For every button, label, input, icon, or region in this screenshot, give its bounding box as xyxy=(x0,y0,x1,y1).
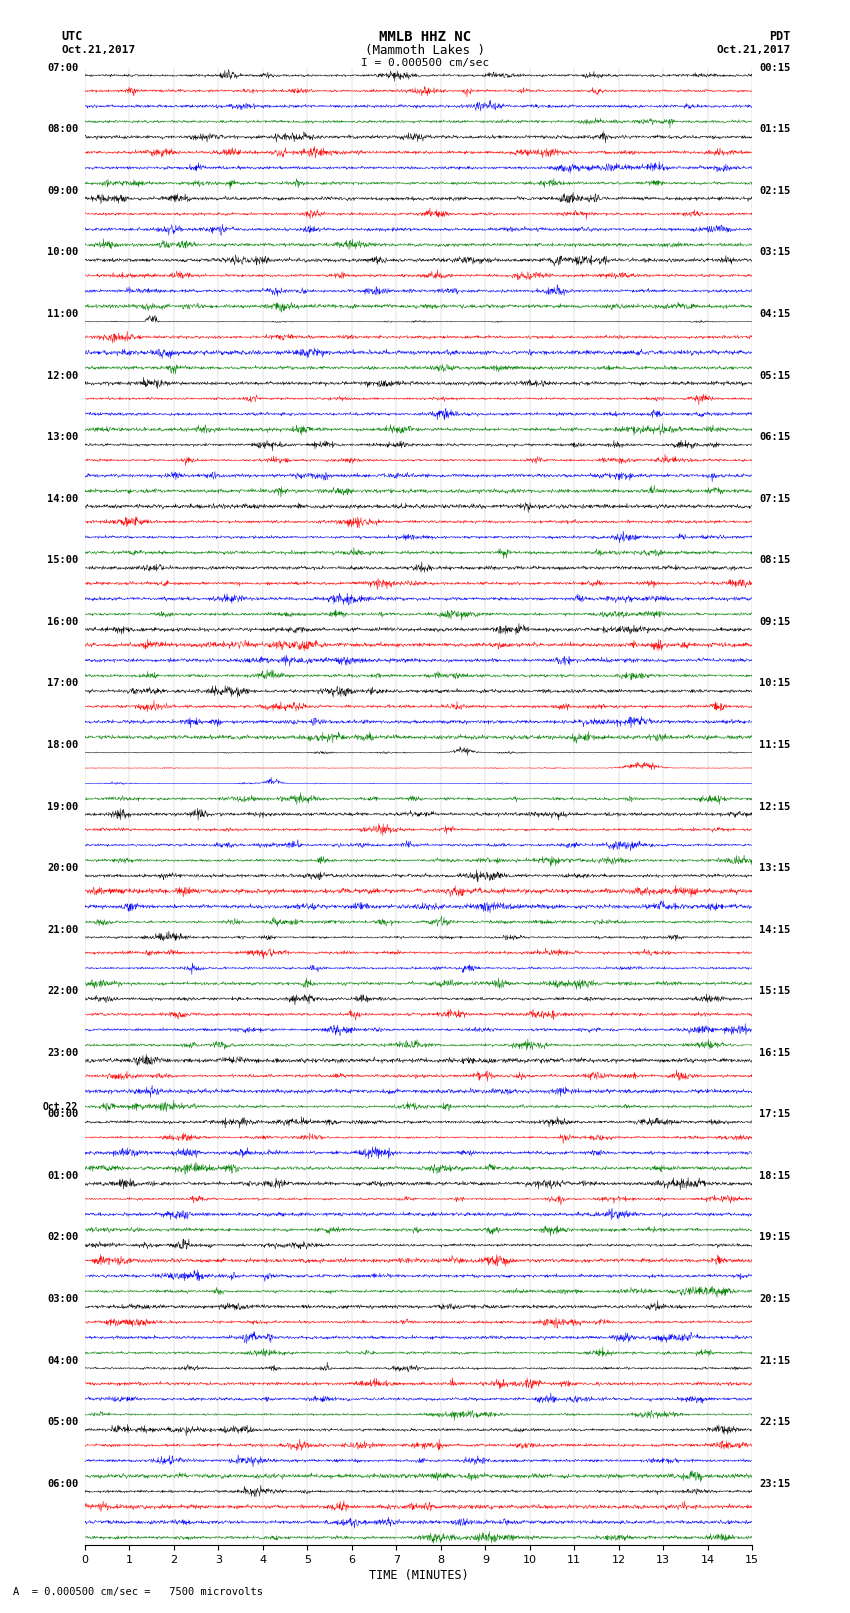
Text: Oct.22: Oct.22 xyxy=(43,1102,78,1111)
Text: 23:00: 23:00 xyxy=(47,1048,78,1058)
Text: 12:15: 12:15 xyxy=(759,802,791,811)
Text: Oct.21,2017: Oct.21,2017 xyxy=(61,45,135,55)
Text: UTC: UTC xyxy=(61,31,82,44)
Text: Oct.21,2017: Oct.21,2017 xyxy=(717,45,790,55)
Text: 03:00: 03:00 xyxy=(47,1294,78,1303)
Text: 08:15: 08:15 xyxy=(759,555,791,565)
Text: 03:15: 03:15 xyxy=(759,247,791,258)
Text: 13:00: 13:00 xyxy=(47,432,78,442)
Text: 09:00: 09:00 xyxy=(47,185,78,195)
Text: 23:15: 23:15 xyxy=(759,1479,791,1489)
Text: 06:15: 06:15 xyxy=(759,432,791,442)
X-axis label: TIME (MINUTES): TIME (MINUTES) xyxy=(369,1569,468,1582)
Text: 18:15: 18:15 xyxy=(759,1171,791,1181)
Text: (Mammoth Lakes ): (Mammoth Lakes ) xyxy=(365,44,485,56)
Text: 16:00: 16:00 xyxy=(47,616,78,627)
Text: 02:00: 02:00 xyxy=(47,1232,78,1242)
Text: 21:00: 21:00 xyxy=(47,924,78,934)
Text: 04:00: 04:00 xyxy=(47,1355,78,1366)
Text: 02:15: 02:15 xyxy=(759,185,791,195)
Text: 20:15: 20:15 xyxy=(759,1294,791,1303)
Text: 13:15: 13:15 xyxy=(759,863,791,873)
Text: 17:15: 17:15 xyxy=(759,1110,791,1119)
Text: 00:15: 00:15 xyxy=(759,63,791,73)
Text: 16:15: 16:15 xyxy=(759,1048,791,1058)
Text: 15:00: 15:00 xyxy=(47,555,78,565)
Text: 11:00: 11:00 xyxy=(47,310,78,319)
Text: 10:00: 10:00 xyxy=(47,247,78,258)
Text: 21:15: 21:15 xyxy=(759,1355,791,1366)
Text: 05:00: 05:00 xyxy=(47,1418,78,1428)
Text: 19:00: 19:00 xyxy=(47,802,78,811)
Text: 01:15: 01:15 xyxy=(759,124,791,134)
Text: A  = 0.000500 cm/sec =   7500 microvolts: A = 0.000500 cm/sec = 7500 microvolts xyxy=(13,1587,263,1597)
Text: 01:00: 01:00 xyxy=(47,1171,78,1181)
Text: 08:00: 08:00 xyxy=(47,124,78,134)
Text: 04:15: 04:15 xyxy=(759,310,791,319)
Text: 06:00: 06:00 xyxy=(47,1479,78,1489)
Text: 18:00: 18:00 xyxy=(47,740,78,750)
Text: 11:15: 11:15 xyxy=(759,740,791,750)
Text: PDT: PDT xyxy=(769,31,790,44)
Text: 05:15: 05:15 xyxy=(759,371,791,381)
Text: 19:15: 19:15 xyxy=(759,1232,791,1242)
Text: 07:15: 07:15 xyxy=(759,494,791,503)
Text: 22:00: 22:00 xyxy=(47,986,78,997)
Text: I = 0.000500 cm/sec: I = 0.000500 cm/sec xyxy=(361,58,489,68)
Text: 20:00: 20:00 xyxy=(47,863,78,873)
Text: 12:00: 12:00 xyxy=(47,371,78,381)
Text: 00:00: 00:00 xyxy=(47,1110,78,1119)
Text: 14:15: 14:15 xyxy=(759,924,791,934)
Text: MMLB HHZ NC: MMLB HHZ NC xyxy=(379,31,471,44)
Text: 14:00: 14:00 xyxy=(47,494,78,503)
Text: 17:00: 17:00 xyxy=(47,679,78,689)
Text: 09:15: 09:15 xyxy=(759,616,791,627)
Text: 10:15: 10:15 xyxy=(759,679,791,689)
Text: 22:15: 22:15 xyxy=(759,1418,791,1428)
Text: 15:15: 15:15 xyxy=(759,986,791,997)
Text: 07:00: 07:00 xyxy=(47,63,78,73)
